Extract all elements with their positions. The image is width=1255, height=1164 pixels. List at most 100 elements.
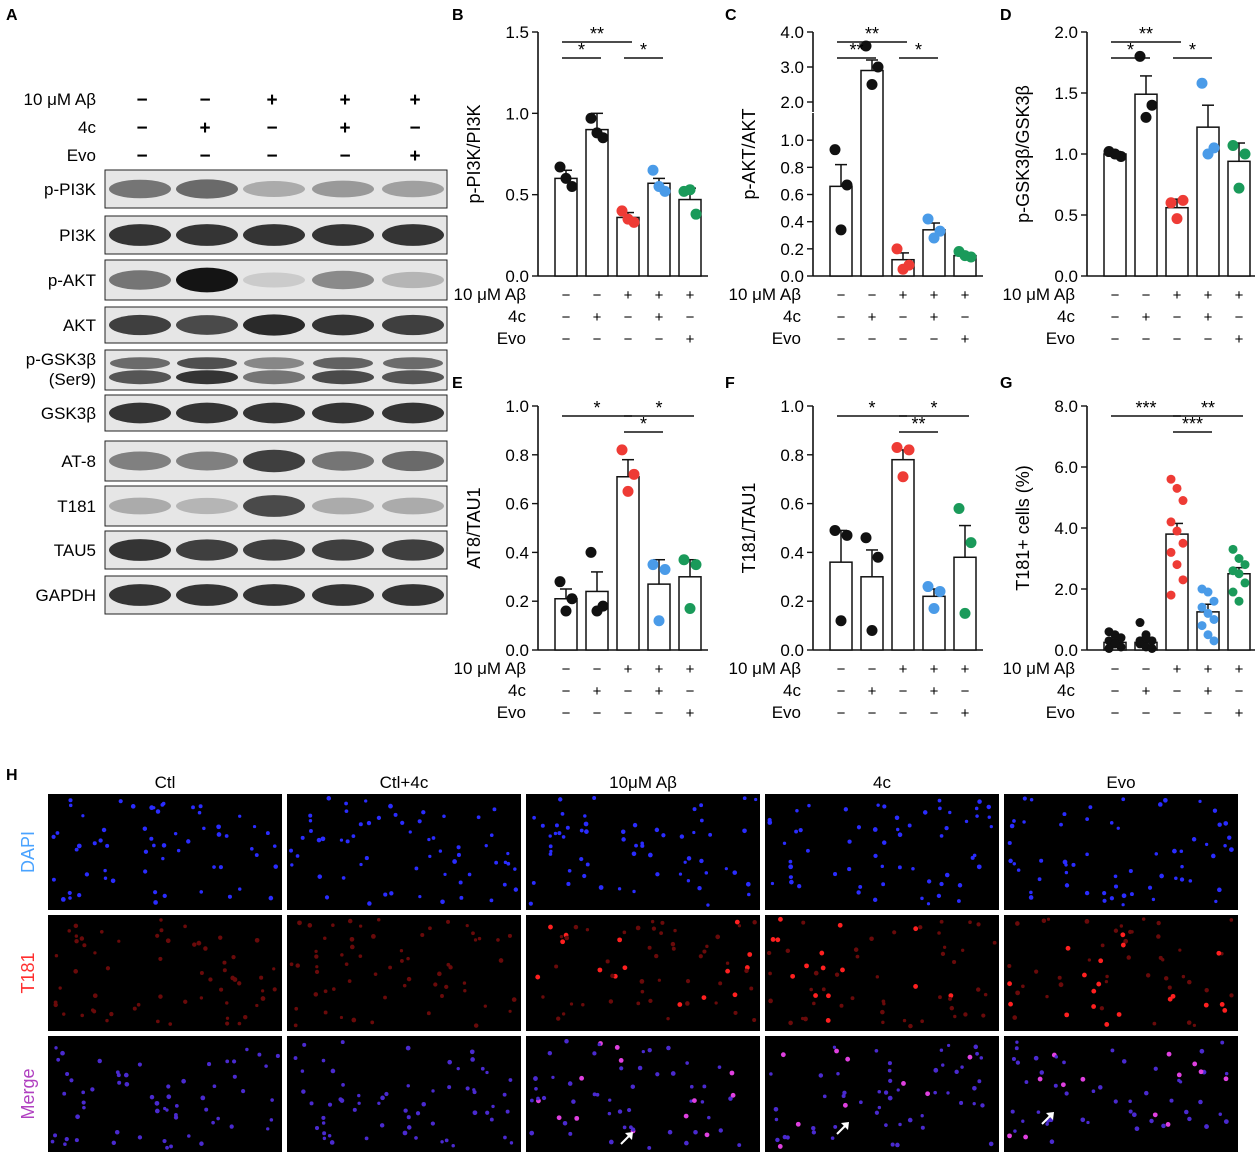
cell-nucleus	[203, 946, 208, 951]
significance-mark: ***	[1182, 414, 1203, 434]
x-condition-sign: −	[1173, 331, 1182, 348]
condition-sign: −	[199, 90, 210, 111]
data-point	[678, 554, 690, 566]
data-point	[1171, 213, 1183, 225]
cell-nucleus	[887, 1061, 892, 1066]
cell-nucleus	[1130, 930, 1134, 934]
cell-nucleus	[326, 796, 332, 801]
cell-nucleus	[154, 1100, 160, 1106]
cell-nucleus	[977, 1079, 982, 1084]
cell-nucleus	[294, 1006, 299, 1011]
cell-nucleus	[1041, 918, 1047, 923]
x-condition-sign: −	[1173, 705, 1182, 722]
cell-nucleus	[383, 892, 388, 897]
cell-nucleus	[261, 989, 265, 993]
significance-mark: *	[868, 398, 875, 418]
cell-nucleus	[442, 814, 446, 818]
cell-nucleus	[1177, 1078, 1181, 1083]
cell-nucleus	[944, 872, 950, 878]
x-condition-sign: +	[686, 661, 695, 678]
cell-nucleus	[366, 820, 372, 826]
cell-nucleus	[63, 1142, 67, 1146]
x-condition-sign: −	[961, 683, 970, 700]
cell-nucleus	[275, 1053, 280, 1058]
cell-nucleus	[1022, 796, 1027, 801]
cell-nucleus	[451, 1143, 455, 1148]
cell-nucleus	[485, 1110, 490, 1115]
cell-nucleus	[804, 963, 809, 969]
condition-sign: +	[266, 90, 277, 111]
cell-nucleus	[340, 1040, 345, 1045]
cell-nucleus	[926, 902, 931, 906]
x-condition-sign: +	[593, 309, 602, 326]
bar-0	[554, 177, 578, 277]
cell-nucleus	[920, 1019, 924, 1024]
cell-nucleus	[608, 1098, 612, 1102]
cell-nucleus	[1192, 1061, 1198, 1067]
cell-nucleus	[833, 872, 838, 877]
cell-nucleus	[1102, 891, 1107, 896]
cell-nucleus	[706, 903, 710, 907]
cell-nucleus	[529, 1098, 534, 1103]
data-point	[1172, 560, 1182, 570]
cell-nucleus	[704, 871, 709, 875]
cell-nucleus	[1180, 864, 1184, 869]
data-point	[585, 546, 597, 558]
data-point	[891, 441, 903, 453]
x-condition-label: 4c	[1057, 307, 1075, 326]
cell-nucleus	[485, 1070, 489, 1075]
cell-nucleus	[117, 939, 121, 943]
cell-nucleus	[352, 1107, 357, 1112]
x-condition-label: 10 μM Aβ	[1003, 285, 1076, 304]
cell-nucleus	[1126, 955, 1131, 960]
cell-nucleus	[75, 1114, 80, 1120]
cell-nucleus	[219, 987, 224, 992]
cell-nucleus	[1186, 1020, 1192, 1025]
blot-band	[382, 584, 444, 606]
cell-nucleus	[940, 951, 946, 957]
cell-nucleus	[438, 849, 443, 853]
cell-nucleus	[859, 1100, 863, 1105]
cell-nucleus	[579, 828, 584, 833]
column-label-4: Evo	[1106, 773, 1135, 792]
cell-nucleus	[1064, 1012, 1070, 1018]
cell-nucleus	[254, 853, 259, 857]
cell-nucleus	[324, 895, 330, 900]
cell-nucleus	[1059, 822, 1063, 827]
cell-nucleus	[937, 798, 942, 803]
cell-nucleus	[768, 998, 773, 1004]
cell-nucleus	[295, 963, 300, 968]
x-condition-sign: +	[961, 661, 970, 678]
data-point	[965, 537, 977, 549]
cell-nucleus	[218, 865, 223, 870]
cell-nucleus	[511, 997, 517, 1002]
y-tick-label: 0.6	[505, 495, 529, 514]
data-point	[1209, 596, 1219, 606]
cell-nucleus	[105, 843, 110, 848]
cell-nucleus	[376, 918, 381, 922]
x-condition-label: 10 μM Aβ	[729, 285, 802, 304]
cell-nucleus	[489, 1117, 494, 1122]
cell-nucleus	[807, 803, 811, 808]
cell-nucleus	[433, 982, 438, 987]
y-tick-label: 4.0	[1054, 519, 1078, 538]
cell-nucleus	[948, 993, 954, 999]
data-point	[1234, 596, 1244, 606]
cell-nucleus	[718, 1128, 723, 1133]
x-condition-sign: +	[624, 661, 633, 678]
cell-nucleus	[268, 895, 274, 901]
x-condition-sign: +	[899, 287, 908, 304]
cell-nucleus	[949, 1005, 955, 1011]
blot-band	[243, 539, 305, 561]
cell-nucleus	[647, 1047, 652, 1053]
y-axis-title: p-GSK3β/GSK3β	[1013, 85, 1033, 223]
cell-nucleus	[1184, 1109, 1189, 1115]
cell-nucleus	[845, 1056, 851, 1062]
cell-nucleus	[154, 1108, 160, 1114]
cell-nucleus	[1015, 921, 1020, 926]
cell-nucleus	[1109, 821, 1114, 825]
cell-nucleus	[983, 992, 988, 997]
y-tick-label: 1.0	[505, 104, 529, 123]
blot-band	[176, 267, 238, 293]
cell-nucleus	[887, 1095, 893, 1101]
